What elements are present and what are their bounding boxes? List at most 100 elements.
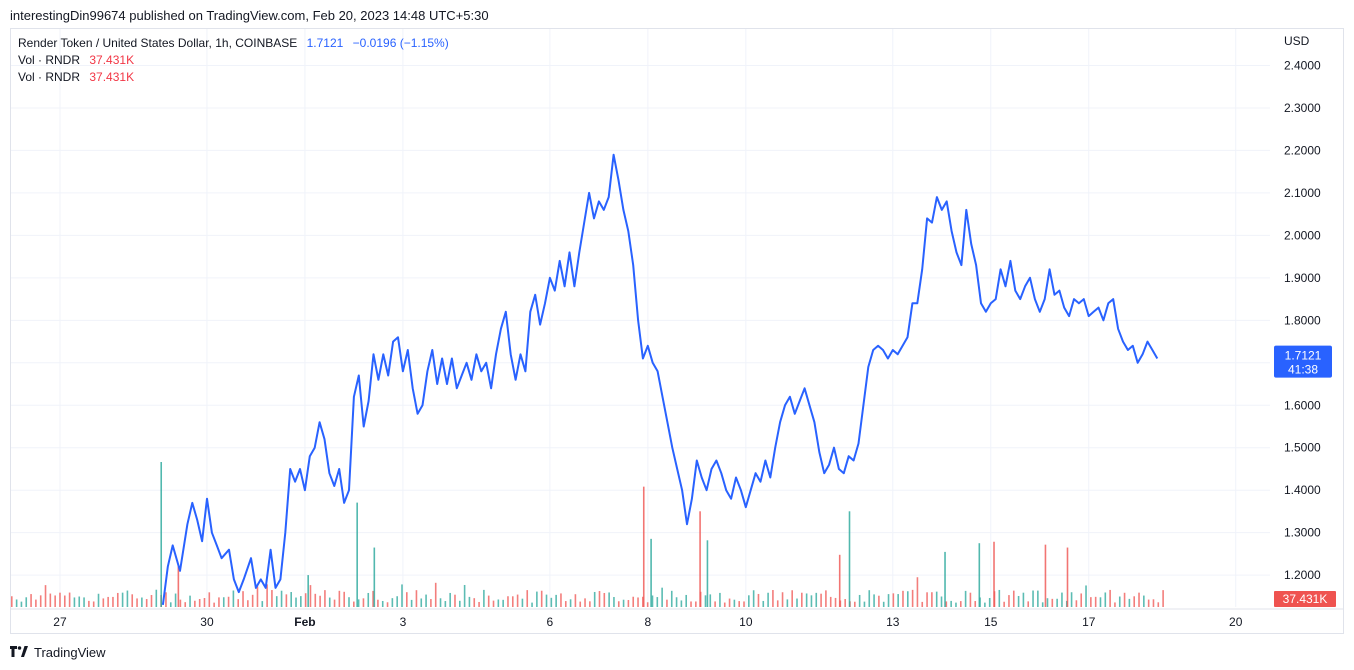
volume-bar bbox=[261, 601, 264, 607]
bar-countdown-text: 41:38 bbox=[1288, 363, 1318, 377]
volume-bar bbox=[425, 594, 427, 607]
volume-bar bbox=[11, 596, 13, 607]
x-tick-label: 27 bbox=[53, 615, 67, 629]
volume-bar bbox=[706, 540, 709, 607]
volume-bar bbox=[1085, 585, 1087, 607]
volume-bar bbox=[820, 593, 822, 607]
volume-bar bbox=[762, 600, 765, 607]
volume-bar bbox=[796, 598, 798, 607]
volume-bar bbox=[401, 584, 403, 607]
volume-bar bbox=[868, 590, 871, 607]
legend-volume-row-2[interactable]: Vol · RNDR 37.431K bbox=[18, 70, 134, 84]
volume-bar bbox=[373, 547, 376, 607]
y-tick-label: 2.1000 bbox=[1284, 186, 1321, 200]
volume-bar bbox=[1104, 592, 1107, 607]
volume-bar bbox=[801, 592, 803, 607]
volume-bar bbox=[198, 599, 201, 607]
volume-bar bbox=[969, 592, 972, 607]
volume-bar bbox=[589, 601, 591, 607]
volume-bar bbox=[709, 594, 712, 607]
volume-bar bbox=[704, 595, 707, 607]
volume-bar bbox=[882, 601, 885, 607]
x-tick-label: 20 bbox=[1229, 615, 1243, 629]
volume-bar bbox=[507, 596, 509, 607]
volume-bar bbox=[622, 599, 625, 607]
volume-bar bbox=[271, 590, 273, 607]
volume-bar bbox=[646, 602, 649, 607]
volume-bar bbox=[155, 589, 158, 607]
volume-bar bbox=[1037, 590, 1039, 607]
chart-frame[interactable] bbox=[10, 28, 1344, 634]
legend-symbol-row[interactable]: Render Token / United States Dollar, 1h,… bbox=[18, 36, 449, 50]
volume-bar bbox=[931, 592, 933, 607]
volume-bar bbox=[945, 601, 948, 607]
volume-bar bbox=[632, 596, 635, 607]
volume-bar bbox=[916, 577, 919, 607]
volume-bar bbox=[304, 593, 307, 607]
legend-vol-label: Vol · RNDR bbox=[18, 70, 81, 84]
volume-bar bbox=[280, 590, 283, 607]
volume-bar bbox=[1109, 589, 1111, 607]
volume-bar bbox=[1066, 547, 1069, 607]
volume-bar bbox=[637, 597, 639, 607]
volume-bar bbox=[555, 594, 557, 607]
volume-bar bbox=[854, 601, 856, 607]
volume-bar bbox=[1099, 597, 1102, 607]
y-tick-label: 1.2000 bbox=[1284, 568, 1321, 582]
volume-bar bbox=[434, 582, 437, 607]
volume-bar bbox=[112, 596, 114, 607]
volume-bar bbox=[92, 601, 95, 607]
x-tick-label: 3 bbox=[400, 615, 407, 629]
volume-bar bbox=[454, 594, 456, 607]
y-tick-label: 2.2000 bbox=[1284, 143, 1321, 157]
volume-bar bbox=[343, 591, 345, 607]
volume-bar bbox=[242, 591, 244, 607]
volume-bar bbox=[1128, 598, 1131, 607]
volume-bar bbox=[642, 596, 644, 607]
volume-bar bbox=[63, 595, 66, 607]
volume-bar bbox=[449, 592, 451, 607]
volume-bar bbox=[680, 600, 683, 607]
y-tick-label: 1.5000 bbox=[1284, 441, 1321, 455]
tradingview-logo-icon bbox=[10, 646, 28, 657]
volume-bar bbox=[222, 597, 225, 607]
volume-bar bbox=[1138, 592, 1140, 607]
volume-bar bbox=[184, 602, 187, 607]
volume-bar bbox=[767, 592, 769, 607]
volume-bar bbox=[911, 589, 914, 607]
volume-bar bbox=[690, 601, 692, 607]
volume-bar bbox=[892, 593, 895, 607]
legend-volume-row-1[interactable]: Vol · RNDR 37.431K bbox=[18, 53, 134, 67]
volume-bar bbox=[473, 598, 476, 607]
volume-bar bbox=[126, 590, 129, 607]
volume-bar bbox=[406, 592, 408, 607]
volume-bar bbox=[593, 591, 596, 607]
volume-bar bbox=[25, 597, 28, 607]
volume-bar bbox=[781, 592, 784, 607]
x-tick-label: 10 bbox=[739, 615, 753, 629]
volume-bar bbox=[627, 600, 630, 607]
volume-bar bbox=[516, 594, 519, 607]
volume-bar bbox=[319, 595, 321, 607]
volume-bar bbox=[1075, 600, 1078, 607]
volume-bar bbox=[232, 590, 235, 607]
volume-bar bbox=[650, 538, 652, 607]
volume-bar bbox=[714, 601, 716, 607]
volume-bar bbox=[208, 592, 211, 607]
volume-bar bbox=[179, 599, 182, 607]
footer-brand[interactable]: TradingView bbox=[10, 645, 106, 660]
y-tick-label: 1.9000 bbox=[1284, 271, 1321, 285]
legend-vol-label: Vol · RNDR bbox=[18, 53, 81, 67]
volume-bar bbox=[59, 592, 61, 607]
volume-bar bbox=[165, 592, 167, 607]
volume-bar bbox=[478, 601, 480, 607]
volume-bar bbox=[439, 598, 442, 607]
volume-bar bbox=[386, 602, 389, 607]
volume-bar bbox=[574, 594, 577, 607]
x-tick-label: 17 bbox=[1082, 615, 1096, 629]
volume-bar bbox=[415, 590, 418, 607]
volume-bar bbox=[333, 599, 336, 607]
volume-bar bbox=[458, 600, 461, 607]
volume-bar bbox=[314, 593, 317, 607]
